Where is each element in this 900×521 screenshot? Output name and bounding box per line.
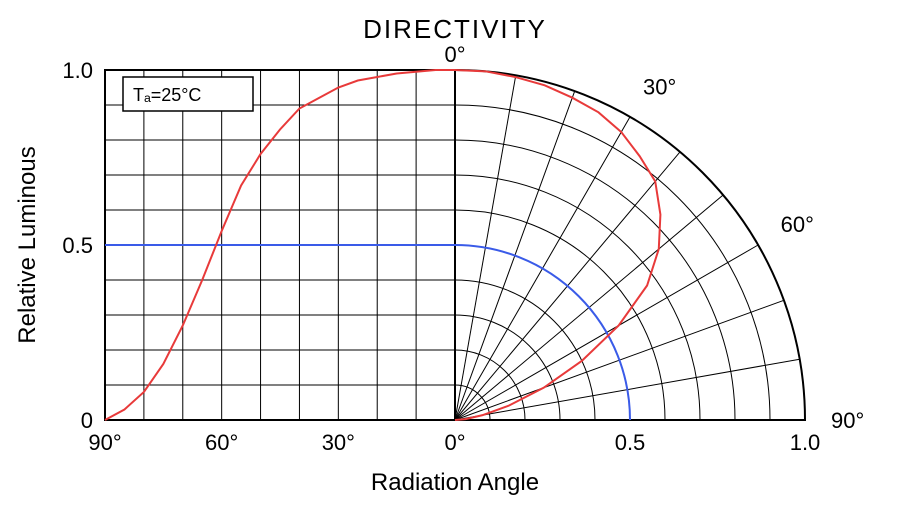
- chart-svg: Tₐ=25°C DIRECTIVITY Radiation Angle Relativ…: [0, 0, 900, 521]
- r-tick-label: 1.0: [790, 430, 821, 455]
- r-tick-label: 0.5: [615, 430, 646, 455]
- angle-tick-label: 0°: [444, 42, 465, 67]
- x-tick-label: 0°: [444, 430, 465, 455]
- inset-text: Tₐ=25°C: [133, 85, 201, 105]
- x-axis-label: Radiation Angle: [371, 469, 539, 496]
- angle-tick-label: 90°: [831, 408, 864, 433]
- y-tick-label: 1.0: [62, 58, 93, 83]
- angle-tick-label: 30°: [643, 74, 676, 99]
- angle-tick-label: 60°: [781, 212, 814, 237]
- x-tick-label: 60°: [205, 430, 238, 455]
- x-tick-label: 90°: [88, 430, 121, 455]
- directivity-chart: { "chart": { "type": "directivity-hybrid…: [0, 0, 900, 521]
- chart-title: DIRECTIVITY: [363, 14, 547, 44]
- x-tick-label: 30°: [322, 430, 355, 455]
- y-tick-label: 0.5: [62, 233, 93, 258]
- y-axis-label: Relative Luminous: [14, 146, 41, 343]
